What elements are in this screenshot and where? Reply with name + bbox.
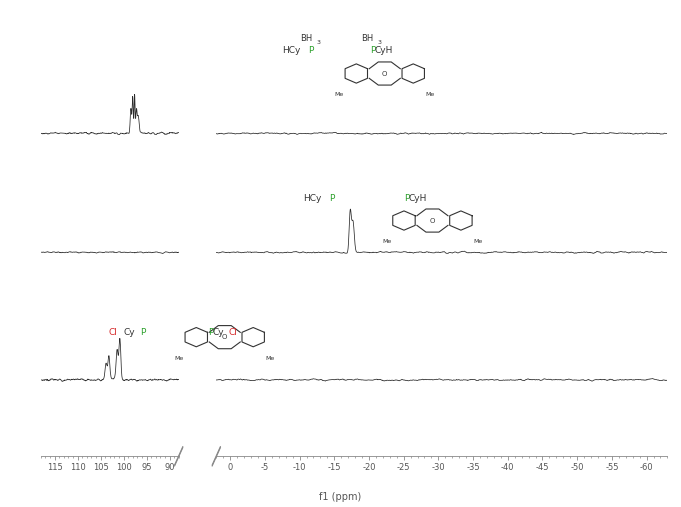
Text: 3: 3 [317, 40, 321, 45]
Text: Cl: Cl [109, 328, 118, 337]
Text: P: P [329, 194, 334, 203]
Text: P: P [308, 46, 314, 55]
Text: CyH: CyH [375, 46, 393, 55]
Text: O: O [222, 334, 227, 340]
Text: CyH: CyH [409, 194, 427, 203]
Text: Cy: Cy [212, 328, 224, 337]
Text: BH: BH [361, 34, 373, 43]
Text: P: P [140, 328, 146, 337]
Text: BH: BH [300, 34, 312, 43]
Text: P: P [208, 328, 213, 337]
Text: Me: Me [175, 356, 184, 361]
Text: O: O [382, 70, 387, 77]
Text: O: O [430, 218, 435, 224]
Text: HCy: HCy [303, 194, 321, 203]
Text: P: P [404, 194, 409, 203]
Text: Me: Me [473, 239, 482, 244]
Text: P: P [370, 46, 375, 55]
Text: Me: Me [266, 356, 274, 361]
Text: Me: Me [335, 92, 344, 97]
Text: Cy: Cy [124, 328, 136, 337]
Text: Me: Me [383, 239, 392, 244]
Text: f1 (ppm): f1 (ppm) [319, 492, 362, 502]
Text: HCy: HCy [283, 46, 301, 55]
Text: Cl: Cl [229, 328, 238, 337]
Text: Me: Me [426, 92, 434, 97]
Text: 3: 3 [378, 40, 382, 45]
